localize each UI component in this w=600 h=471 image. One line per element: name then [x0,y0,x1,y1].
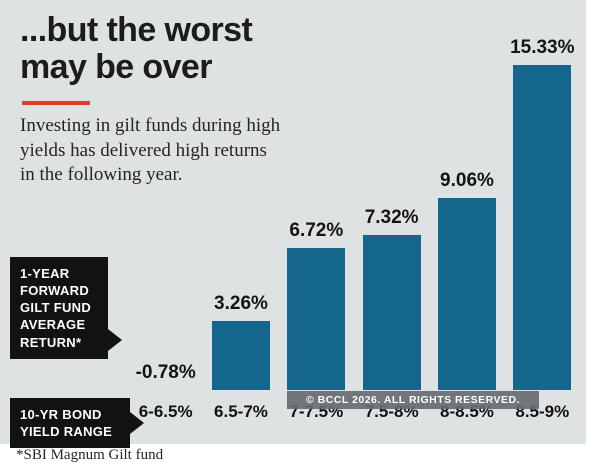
subtitle-line-2: yields has delivered high returns [20,139,267,161]
series-label-line: RETURN* [20,334,82,350]
bar [437,198,496,390]
bar-chart: -0.78% 3.26% 6.72% 7.32% 9.06% 15.33% [128,28,580,390]
bar-value-label: 6.72% [289,220,344,241]
x-axis-label-lines: 10-YR BOND YIELD RANGE [20,406,120,440]
x-axis-label-line: YIELD RANGE [20,424,113,440]
copyright-bar: © BCCL 2026. ALL RIGHTS RESERVED. [287,391,539,409]
bar-value-label: -0.78% [135,362,196,383]
bar [513,65,572,390]
footnote: *SBI Magnum Gilt fund [16,447,164,463]
bar [362,235,421,390]
bar-column: 3.26% [203,293,278,390]
series-label-arrow-icon [108,328,122,351]
series-label-lines: 1-YEAR FORWARD GILT FUND AVERAGE RETURN* [20,265,98,351]
bar [211,321,270,390]
headline-accent-rule [22,101,90,105]
subtitle-line-1: Investing in gilt funds during high [20,115,281,136]
bar-value-label: 7.32% [364,207,419,228]
bar-value-label: 9.06% [440,170,494,191]
headline-line-2: may be over [20,48,212,87]
category-label: 6-6.5% [138,402,193,421]
bar [287,248,346,390]
subtitle: Investing in gilt funds during high yiel… [20,114,365,188]
bar-value-label: 15.33% [510,37,575,58]
series-label-line: 1-YEAR [20,266,70,281]
series-label-line: GILT FUND [20,300,92,316]
series-label-box: 1-YEAR FORWARD GILT FUND AVERAGE RETURN* [10,257,122,359]
bar-column: 7.32% [354,207,429,390]
headline: ...but the worst may be over [20,11,253,87]
x-axis-label-box: 10-YR BOND YIELD RANGE [10,398,144,449]
bar-column: 6.72% [279,220,354,390]
series-label-line: FORWARD [20,283,90,299]
subtitle-line-3: in the following year. [20,164,183,186]
series-label-line: AVERAGE [20,317,86,333]
bar-value-label: 3.26% [214,293,268,314]
bar-column: 9.06% [429,170,504,390]
x-axis-label-arrow-icon [130,412,144,435]
bar-column: 15.33% [505,37,580,390]
category-label: 6.5-7% [214,402,268,421]
x-axis-label-line: 10-YR BOND [20,407,102,422]
bar-column: -0.78% [128,362,203,390]
headline-line-1: ...but the worst [20,11,253,49]
